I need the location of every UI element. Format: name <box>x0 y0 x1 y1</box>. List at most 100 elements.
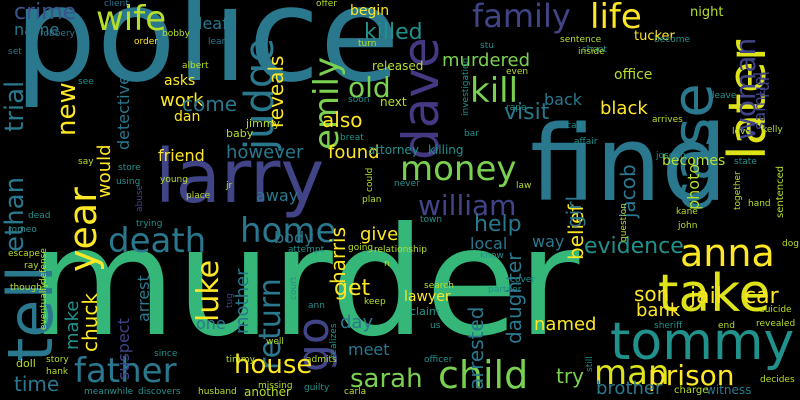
word: bobby <box>162 29 190 39</box>
word: begin <box>350 3 390 19</box>
word: come <box>182 92 238 116</box>
word: local <box>470 234 508 253</box>
word: decides <box>760 375 795 385</box>
word: client <box>104 0 129 9</box>
word: new <box>52 82 82 136</box>
word: harris <box>326 226 350 284</box>
word: william <box>418 189 517 222</box>
word: get <box>334 276 371 301</box>
word: dead <box>28 211 51 221</box>
word: sheriff <box>654 321 683 331</box>
word: relationship <box>374 245 427 255</box>
word: kill <box>470 71 519 111</box>
word: state <box>734 157 757 167</box>
word: ethan <box>0 176 30 252</box>
word: evidence <box>584 234 684 259</box>
word: run <box>754 71 773 98</box>
word: court <box>289 276 299 300</box>
word: luke <box>191 259 226 322</box>
word: son <box>634 282 670 306</box>
word: leaf <box>198 14 228 33</box>
word: away <box>256 186 299 205</box>
word: wife <box>96 0 167 39</box>
word: arrives <box>652 115 683 125</box>
word: charge <box>674 385 709 396</box>
word: would <box>94 144 115 198</box>
word: love <box>732 127 751 137</box>
word: night <box>690 5 724 20</box>
word: affair <box>574 137 598 147</box>
word: car <box>744 284 779 309</box>
word: back <box>544 90 583 109</box>
word: named <box>534 314 597 335</box>
word: lawyer <box>404 289 451 305</box>
word: police <box>14 0 400 111</box>
word: attempt <box>288 245 325 255</box>
word: home <box>240 211 337 251</box>
word: black <box>600 98 648 119</box>
word: store <box>118 163 141 173</box>
word: timmy <box>226 355 255 365</box>
word: death <box>108 221 207 261</box>
word: turn <box>358 39 377 49</box>
word: money <box>400 149 517 189</box>
word: friend <box>158 146 205 165</box>
word: girl <box>562 195 586 228</box>
word: romeo <box>8 225 37 235</box>
word: also <box>322 108 363 132</box>
word: one <box>196 314 226 333</box>
word: body <box>274 228 314 247</box>
word: help <box>474 212 522 237</box>
word: give <box>360 224 399 245</box>
word: question <box>619 203 629 242</box>
word: leave <box>712 91 737 101</box>
word: end <box>718 321 735 331</box>
word: kelly <box>762 125 783 135</box>
word: even <box>506 67 529 77</box>
word: stu <box>480 41 494 51</box>
word: see <box>78 77 94 87</box>
word: suicide <box>760 305 792 315</box>
word: breat <box>340 133 364 143</box>
word: soon <box>348 95 370 105</box>
word: family <box>472 0 571 35</box>
word: guilty <box>304 383 330 393</box>
word: tell <box>0 265 67 362</box>
word: name <box>14 20 60 39</box>
word: albert <box>182 61 209 71</box>
word: since <box>154 349 178 359</box>
word: shoot <box>582 45 607 55</box>
word: child <box>438 353 529 397</box>
word: cover <box>510 275 536 285</box>
word: revealed <box>756 319 796 329</box>
word: abuse <box>135 184 145 212</box>
word: prison <box>648 359 735 392</box>
word: sarah <box>350 364 423 394</box>
word: officer <box>424 355 453 365</box>
word: crime <box>14 0 77 25</box>
word: year <box>61 187 105 272</box>
word: make <box>62 300 83 350</box>
word: house <box>234 350 313 380</box>
word: offer <box>316 0 337 9</box>
word: still <box>585 356 595 372</box>
word: man <box>594 353 670 393</box>
word: becomes <box>662 153 726 169</box>
word: call <box>566 121 582 131</box>
word: robbery <box>40 29 75 39</box>
word: partner <box>488 285 522 295</box>
word: admits <box>306 355 337 365</box>
word: tommy <box>610 312 795 372</box>
word: doll <box>16 357 36 370</box>
word: keep <box>364 297 386 307</box>
word: anna <box>680 231 775 275</box>
word: jail <box>690 284 722 309</box>
word: set <box>8 47 22 57</box>
word: suspect <box>114 318 133 380</box>
word: reveals <box>264 55 288 128</box>
word: town <box>420 215 443 225</box>
word: realizes <box>329 323 339 358</box>
word: claim <box>410 305 440 318</box>
word: way <box>532 232 565 251</box>
